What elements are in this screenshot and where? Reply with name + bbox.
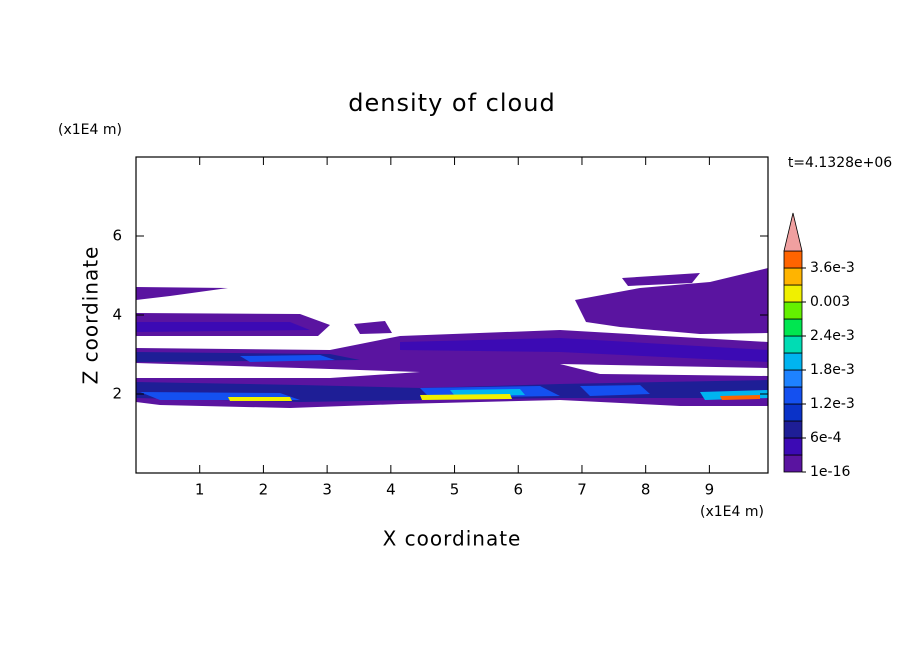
- chart-title: density of cloud: [348, 89, 555, 117]
- gap: [136, 363, 420, 378]
- colorbar-box: [783, 420, 803, 439]
- contour-region: [354, 321, 392, 334]
- colorbar-box: [783, 386, 803, 405]
- contour-region: [136, 287, 228, 300]
- colorbar-label: 0.003: [810, 294, 850, 310]
- x-tick-label: 7: [577, 481, 587, 499]
- y-tick-label: 4: [112, 306, 122, 324]
- colorbar-label: 6e-4: [810, 430, 842, 446]
- x-tick-label: 4: [386, 481, 396, 499]
- x-tick-label: 2: [259, 481, 269, 499]
- x-tick-label: 3: [322, 481, 332, 499]
- contour-region: [240, 355, 335, 362]
- y-axis-label: Z coordinate: [79, 246, 103, 385]
- colorbar-box: [783, 250, 803, 269]
- colorbar-box: [783, 301, 803, 320]
- colorbar-box: [783, 454, 803, 473]
- contour-region: [580, 385, 650, 396]
- x-tick-label: 9: [705, 481, 715, 499]
- colorbar-box: [783, 335, 803, 354]
- x-axis-label: X coordinate: [383, 527, 522, 551]
- x-tick-label: 8: [641, 481, 651, 499]
- colorbar-label: 3.6e-3: [810, 260, 855, 276]
- colorbar-label: 1.8e-3: [810, 362, 855, 378]
- gap: [560, 364, 768, 376]
- x-tick-label: 6: [513, 481, 523, 499]
- colorbar-box: [783, 267, 803, 286]
- contour-region: [720, 395, 760, 400]
- colorbar-box: [783, 284, 803, 303]
- x-tick-label: 5: [450, 481, 460, 499]
- colorbar-box: [783, 369, 803, 388]
- y-tick-label: 2: [112, 385, 122, 403]
- x-tick-label: 1: [195, 481, 205, 499]
- colorbar-box: [783, 352, 803, 371]
- contour-region: [622, 273, 700, 286]
- colorbar-box: [783, 437, 803, 456]
- contour-region: [136, 322, 310, 332]
- time-label: t=4.1328e+06: [788, 155, 892, 171]
- contour-field: [136, 268, 768, 408]
- contour-region: [400, 338, 768, 362]
- colorbar-label: 2.4e-3: [810, 328, 855, 344]
- contour-region: [228, 397, 292, 401]
- colorbar-label: 1.2e-3: [810, 396, 855, 412]
- contour-region: [575, 268, 768, 334]
- colorbar-label: 1e-16: [810, 464, 850, 480]
- y-unit: (x1E4 m): [58, 122, 122, 138]
- colorbar-box: [783, 403, 803, 422]
- y-tick-label: 6: [112, 227, 122, 245]
- colorbar-box: [783, 318, 803, 337]
- colorbar-over: [783, 212, 803, 252]
- x-unit: (x1E4 m): [700, 504, 764, 520]
- contour-region: [420, 394, 512, 400]
